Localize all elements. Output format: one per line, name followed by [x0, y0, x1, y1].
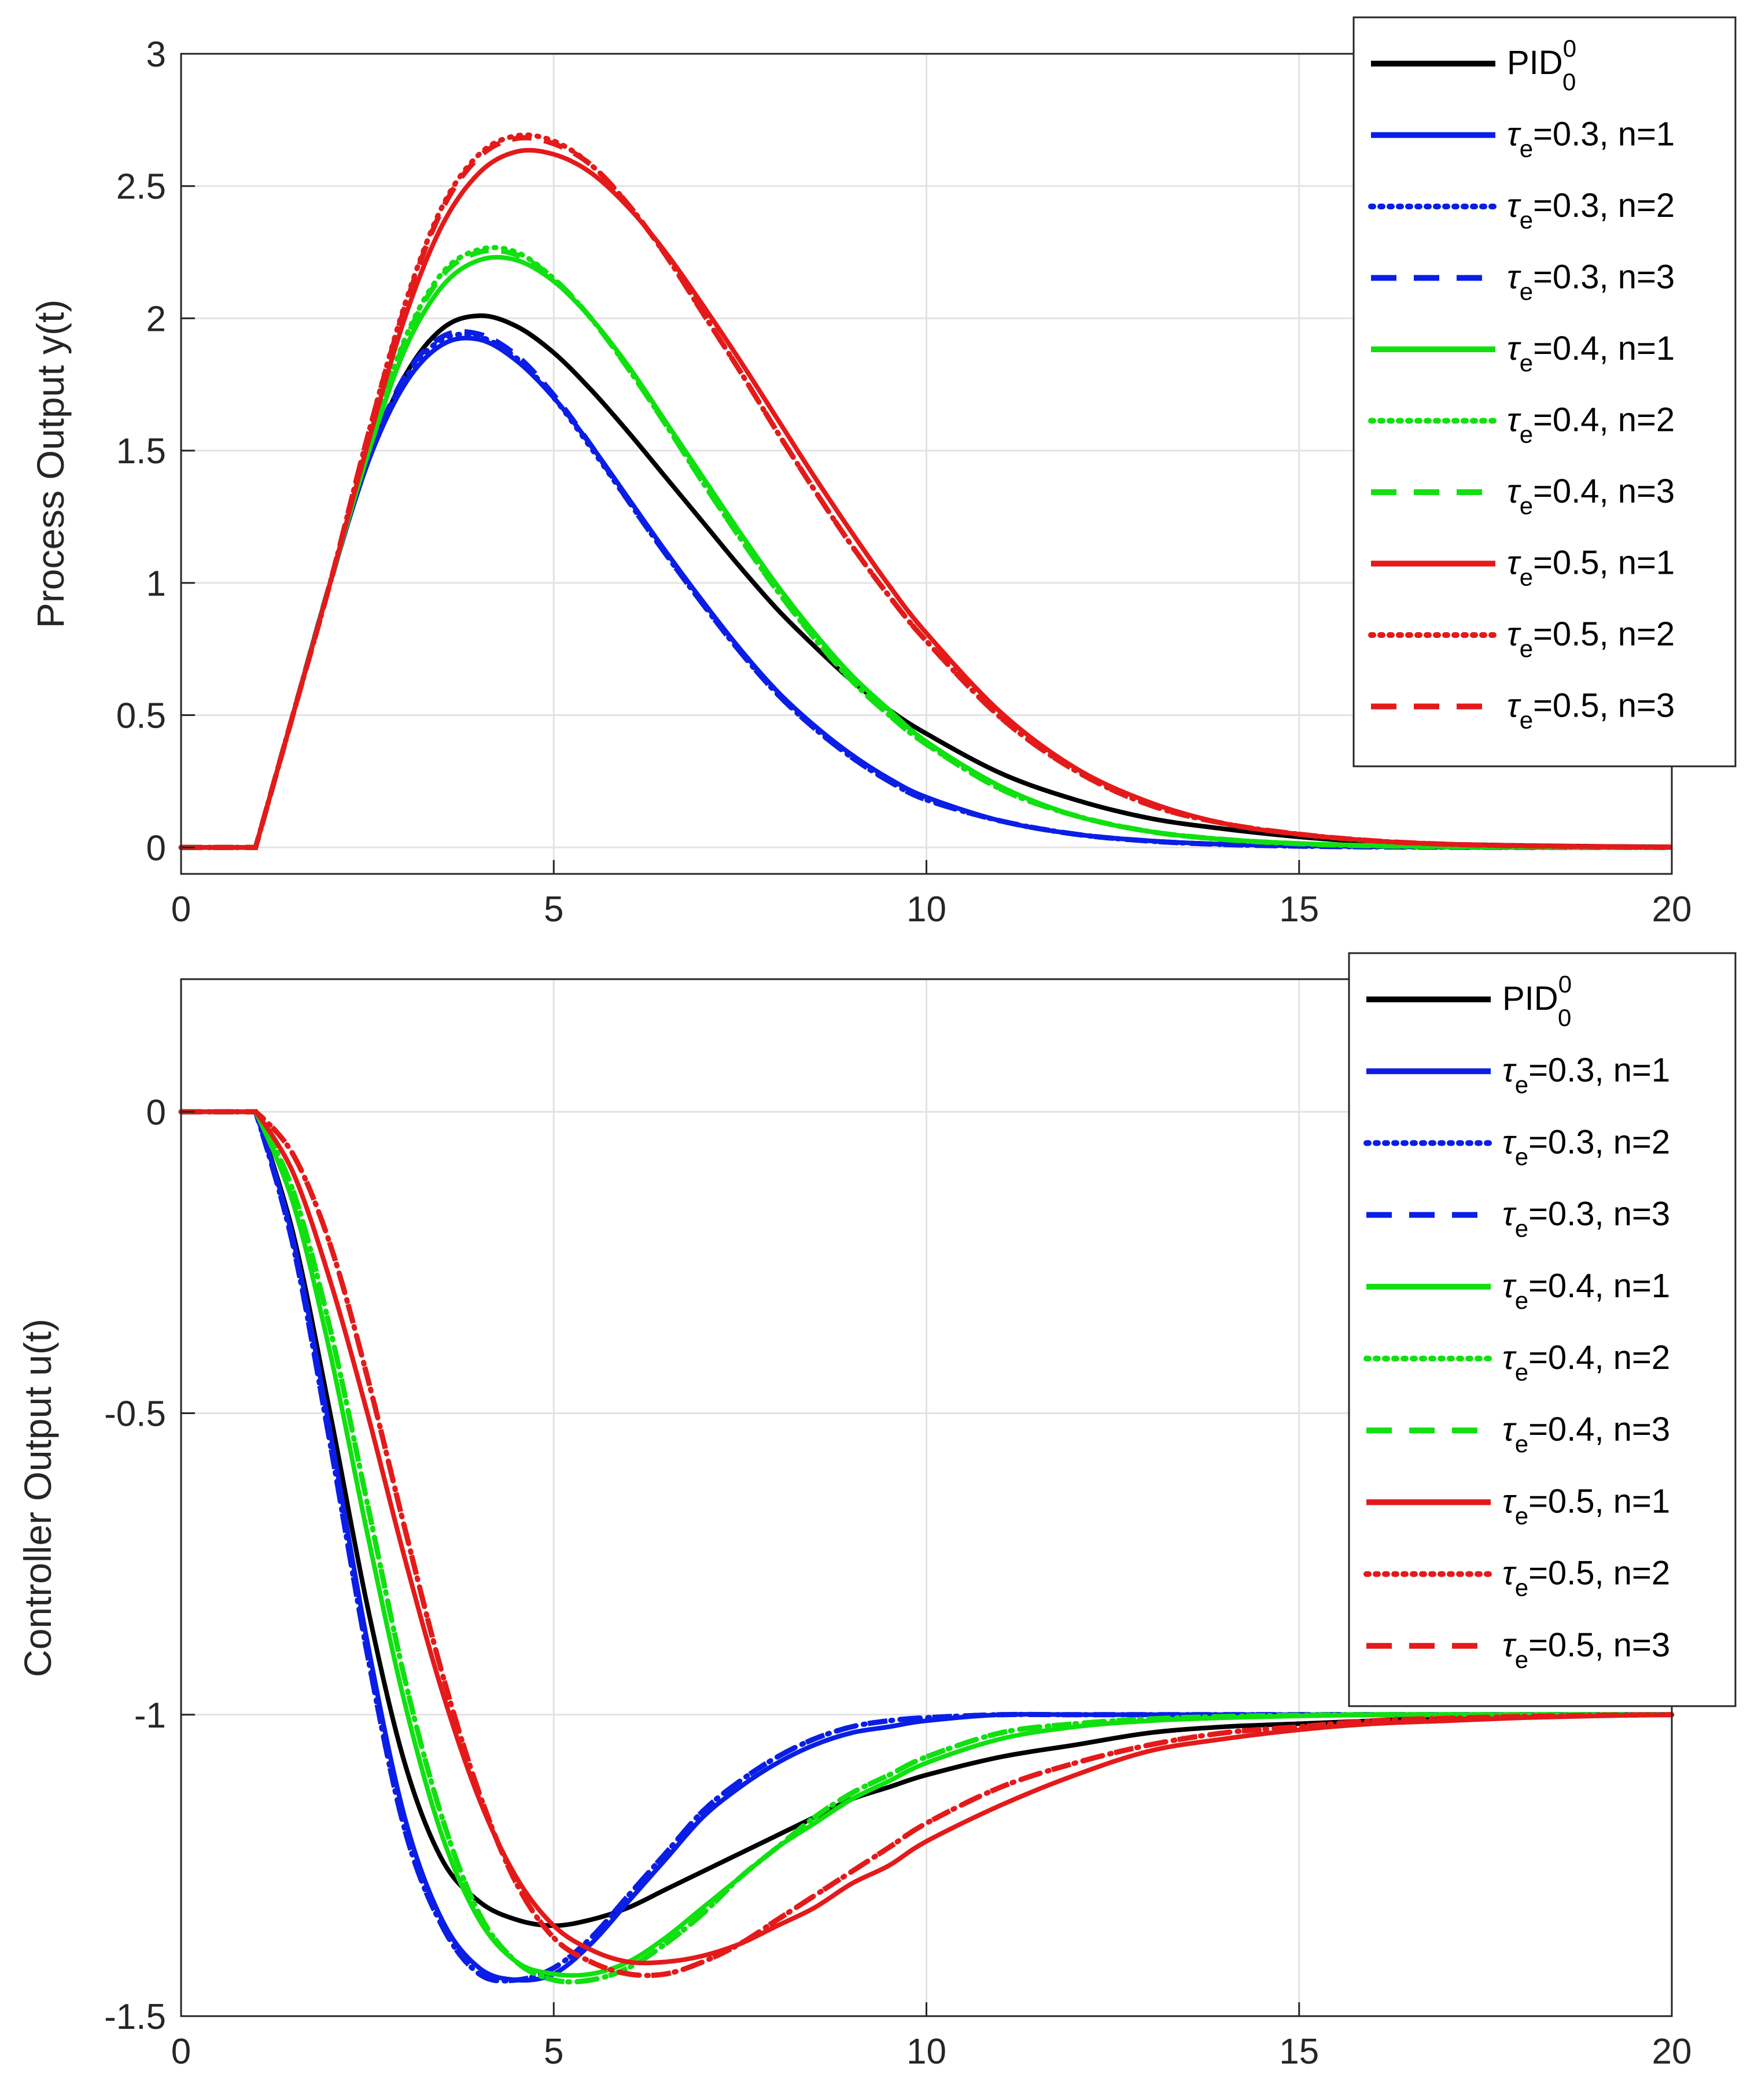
legend-subscript: e [1520, 278, 1533, 305]
legend-label: τe=0.5, n=1 [1502, 1482, 1670, 1529]
x-tick-label: 20 [1652, 890, 1692, 929]
legend-box [1348, 952, 1737, 1707]
series-line-6 [181, 1109, 1672, 1985]
legend-subscript: e [1515, 1071, 1528, 1098]
y-tick-label: -1 [134, 1696, 166, 1736]
legend-label: PID0 0 [1507, 35, 1576, 95]
legend-subscript: e [1520, 206, 1533, 234]
y-tick-label: 1 [146, 564, 166, 604]
legend-box [1352, 16, 1737, 767]
legend-label: τe=0.4, n=2 [1507, 401, 1675, 448]
y-tick-label: 0 [146, 828, 166, 868]
y-tick-label: 2.5 [116, 167, 166, 207]
y-tick-label: 0.5 [116, 696, 166, 736]
series-line-9 [181, 135, 1672, 850]
x-tick-label: 0 [171, 2032, 191, 2072]
legend-label: τe=0.3, n=1 [1507, 116, 1675, 163]
process-output-plot: 0 5 10 15 20 0 0.5 1 1.5 2 2.5 3 Process Output y(t… [29, 16, 1737, 929]
legend-subscript: e [1520, 135, 1533, 163]
series-line-3 [181, 1109, 1672, 1984]
legend-label: τe=0.5, n=2 [1502, 1555, 1670, 1601]
series-line-9 [181, 1109, 1672, 1979]
legend-subscript: e [1520, 349, 1533, 377]
legend-label: τe=0.3, n=2 [1502, 1123, 1670, 1170]
legend-label: τe=0.5, n=3 [1502, 1626, 1670, 1673]
tick-labels: 0 5 10 15 20 0 0.5 1 1.5 2 2.5 3 [116, 35, 1692, 929]
legend-subscript: e [1520, 635, 1533, 662]
y-tick-label: -1.5 [104, 1997, 166, 2037]
legend-label: τe=0.3, n=1 [1502, 1051, 1670, 1098]
legend: PID0 0 τe=0.3, n=1 τe=0.3, n=2 τe=0.3, n=3 τe… [1352, 16, 1737, 767]
series-line-6 [181, 248, 1672, 850]
y-tick-label: 3 [146, 35, 166, 75]
x-tick-label: 10 [906, 890, 946, 929]
legend-subscript: e [1520, 707, 1533, 734]
legend-subscript: e [1515, 1574, 1528, 1601]
legend-label: τe=0.3, n=3 [1502, 1195, 1670, 1242]
y-axis-label: Process Output y(t) [29, 300, 72, 629]
legend-superscript: 0 [1558, 970, 1572, 998]
legend-label: τe=0.4, n=2 [1502, 1339, 1670, 1386]
legend: PID0 0 τe=0.3, n=1 τe=0.3, n=2 τe=0.3, n=3 τe… [1348, 952, 1737, 1707]
y-tick-label: 1.5 [116, 431, 166, 471]
legend-subscript: e [1520, 564, 1533, 591]
series-lines [178, 132, 1675, 850]
legend-superscript: 0 [1563, 35, 1576, 62]
x-tick-label: 15 [1279, 890, 1319, 929]
x-tick-label: 5 [544, 2032, 563, 2072]
legend-subscript: e [1515, 1646, 1528, 1673]
legend-subscript: e [1515, 1430, 1528, 1457]
legend-subscript: e [1520, 492, 1533, 519]
legend-subscript: e [1515, 1143, 1528, 1170]
legend-subscript: e [1515, 1215, 1528, 1242]
legend-label: PID0 0 [1502, 970, 1572, 1031]
legend-subscript: e [1515, 1287, 1528, 1314]
legend-label: τe=0.5, n=2 [1507, 615, 1675, 662]
y-tick-label: -0.5 [104, 1394, 166, 1434]
legend-label: τe=0.4, n=1 [1507, 330, 1675, 377]
x-tick-label: 15 [1279, 2032, 1319, 2072]
tick-labels: 0 5 10 15 20 -1.5 -1 -0.5 0 [104, 1093, 1691, 2072]
legend-label: τe=0.3, n=3 [1507, 259, 1675, 305]
legend-subscript: e [1520, 421, 1533, 448]
x-tick-label: 0 [171, 890, 191, 929]
legend-label: τe=0.5, n=3 [1507, 687, 1675, 734]
legend-label: τe=0.5, n=1 [1507, 544, 1675, 591]
controller-output-plot: 0 5 10 15 20 -1.5 -1 -0.5 0 Controller Output u(… [16, 952, 1737, 2072]
legend-subscript: 0 [1558, 1004, 1571, 1031]
legend-subscript: e [1515, 1502, 1528, 1529]
legend-label: τe=0.4, n=1 [1502, 1267, 1670, 1314]
y-axis-label: Controller Output u(t) [16, 1319, 59, 1677]
legend-label: τe=0.4, n=3 [1502, 1411, 1670, 1457]
legend-subscript: e [1515, 1359, 1528, 1386]
y-tick-label: 0 [146, 1093, 166, 1132]
legend-label: τe=0.3, n=2 [1507, 187, 1675, 234]
x-tick-label: 20 [1652, 2032, 1692, 2072]
legend-label: τe=0.4, n=3 [1507, 473, 1675, 519]
x-tick-label: 10 [906, 2032, 946, 2072]
legend-subscript: 0 [1562, 68, 1576, 95]
x-tick-label: 5 [544, 890, 563, 929]
y-tick-label: 2 [146, 299, 166, 339]
series-lines [178, 1109, 1675, 1985]
